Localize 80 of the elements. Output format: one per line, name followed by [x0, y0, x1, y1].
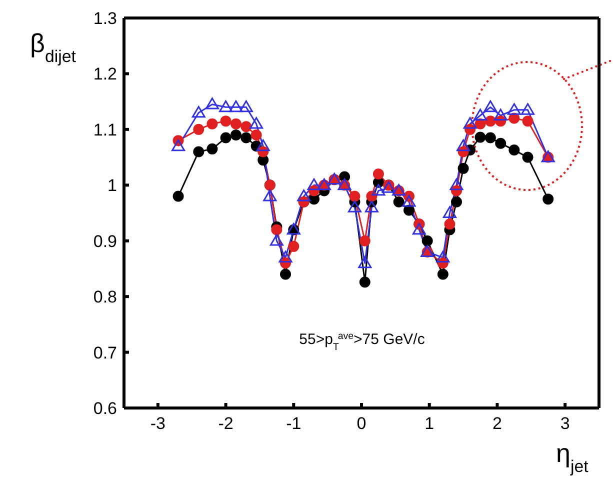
y-tick-label: 1: [108, 176, 117, 196]
y-tick-label: 0.9: [93, 232, 117, 251]
point: [444, 218, 456, 230]
point: [270, 234, 284, 246]
point: [412, 222, 426, 235]
point: [507, 103, 521, 115]
point: [474, 132, 486, 143]
point: [220, 132, 232, 144]
x-axis-title: η$_{jet}$: [556, 438, 589, 476]
point: [422, 235, 433, 246]
point: [359, 235, 370, 246]
point: [192, 106, 206, 118]
point: [307, 178, 321, 190]
point: [172, 139, 186, 152]
point: [474, 108, 487, 120]
point: [458, 162, 469, 174]
y-tick-label: 1.2: [93, 64, 117, 84]
point: [206, 143, 218, 154]
point: [437, 268, 448, 280]
point: [358, 256, 372, 268]
annotation: 55>p$_{T}$$^{ave}$>75 GeV/c: [299, 330, 426, 352]
point: [193, 124, 204, 135]
point: [393, 196, 404, 208]
point: [256, 139, 270, 152]
point: [442, 206, 456, 218]
x-tick-label: 2: [492, 414, 502, 434]
point: [542, 194, 554, 205]
y-tick-label: 1.1: [93, 120, 117, 140]
point: [250, 130, 262, 140]
point: [250, 117, 264, 129]
point: [372, 168, 384, 180]
point: [484, 116, 496, 127]
point: [456, 139, 470, 152]
point: [402, 195, 416, 207]
point: [463, 117, 477, 129]
x-tick-label: 0: [356, 414, 366, 434]
point: [349, 190, 360, 202]
point: [450, 178, 464, 190]
point: [364, 200, 378, 212]
y-tick-label: 0.8: [93, 288, 117, 307]
point: [436, 250, 450, 263]
point: [508, 144, 520, 156]
point: [495, 138, 506, 149]
point: [206, 118, 218, 130]
point: [348, 200, 362, 212]
y-axis-title: β$_{dijet}$: [30, 28, 76, 66]
point: [230, 130, 242, 140]
point: [451, 196, 462, 208]
y-tick-label: 0.7: [93, 343, 117, 362]
x-tick-label: -2: [218, 414, 234, 434]
point: [288, 240, 300, 252]
x-tick-label: -3: [150, 414, 166, 434]
point: [522, 116, 534, 127]
point: [484, 132, 496, 144]
point: [205, 98, 219, 110]
point: [521, 103, 534, 115]
point: [522, 152, 534, 163]
point: [219, 100, 233, 112]
point: [239, 100, 253, 112]
point: [240, 121, 252, 132]
y-tick-label: 0.6: [93, 399, 117, 418]
point: [494, 108, 508, 120]
point: [271, 224, 282, 236]
point: [359, 276, 370, 288]
point: [220, 116, 232, 127]
point: [280, 268, 291, 280]
x-tick-label: 1: [424, 414, 434, 434]
point: [240, 132, 252, 144]
point: [297, 190, 311, 202]
x-tick-label: -1: [286, 414, 302, 434]
point: [193, 146, 204, 158]
point: [172, 190, 184, 202]
point: [278, 250, 292, 263]
x-tick-label: 3: [560, 414, 570, 434]
point: [484, 100, 498, 112]
y-tick-label: 1.3: [93, 9, 117, 28]
point: [263, 190, 277, 202]
point: [230, 118, 242, 130]
point: [372, 184, 386, 196]
point: [229, 100, 243, 112]
